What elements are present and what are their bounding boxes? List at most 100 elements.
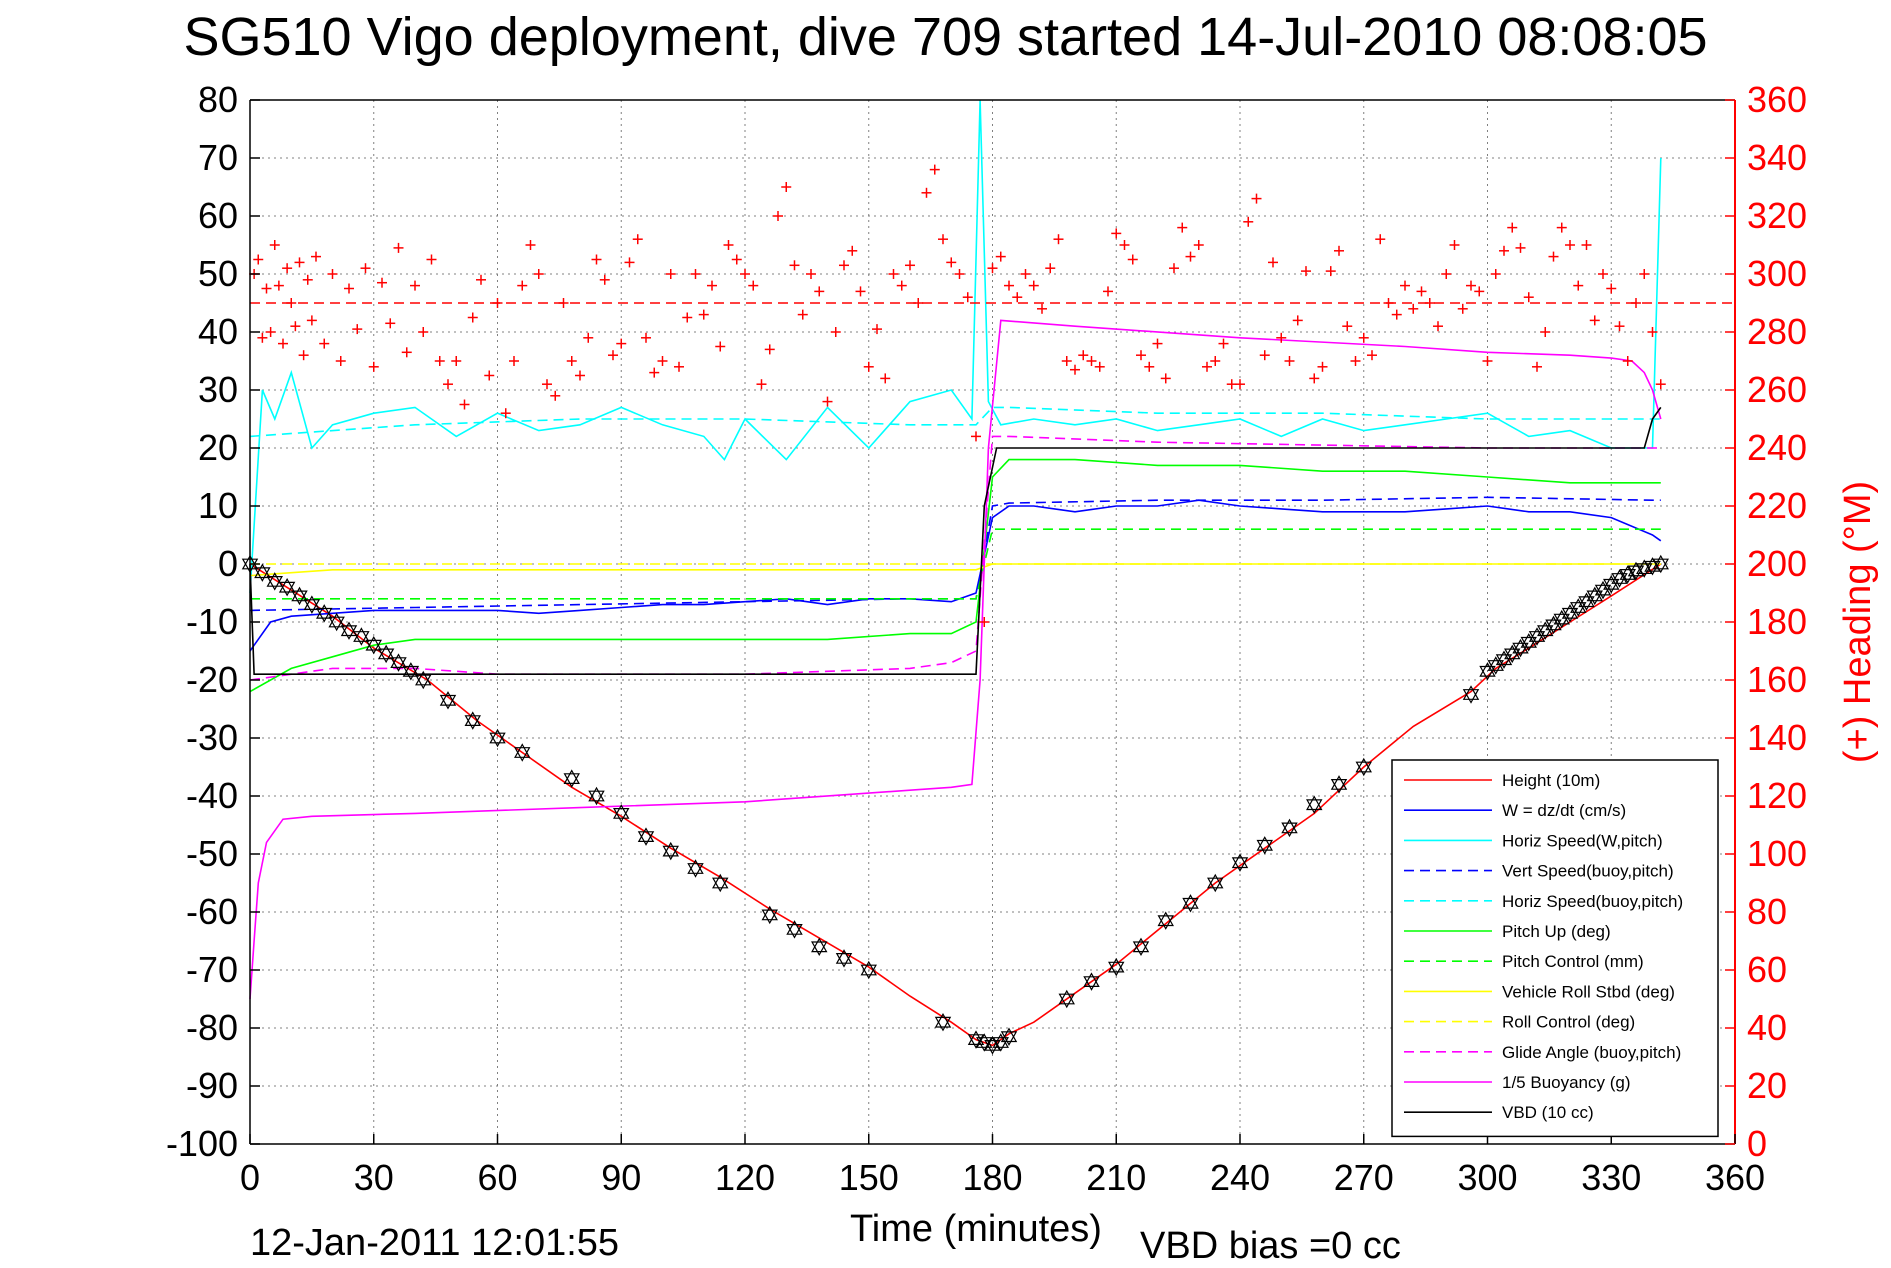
heading-point	[418, 327, 429, 337]
heading-point	[467, 312, 478, 323]
heading-point	[1631, 298, 1641, 308]
y-tick-label: 40	[198, 311, 238, 352]
heading-point	[410, 280, 420, 291]
depth-marker-down	[1058, 993, 1075, 1009]
heading-point	[500, 408, 511, 419]
heading-point	[1292, 315, 1303, 326]
depth-marker-down	[637, 831, 655, 846]
y-tick-label: 80	[198, 79, 238, 120]
x-tick-label: 330	[1581, 1157, 1641, 1198]
depth-marker	[1355, 757, 1372, 777]
legend-entry: Height (10m)	[1404, 771, 1600, 790]
heading-point	[806, 269, 816, 279]
legend-entry: W = dz/dt (cm/s)	[1404, 801, 1626, 820]
depth-marker	[637, 827, 655, 846]
depth-marker-up	[1132, 937, 1150, 953]
heading-point	[443, 379, 453, 390]
depth-marker-up	[464, 711, 481, 727]
depth-marker-up	[328, 612, 345, 628]
y2-tick-label: 20	[1747, 1065, 1787, 1106]
heading-point	[1276, 332, 1287, 343]
y-tick-label: 0	[218, 543, 238, 584]
legend-label: W = dz/dt (cm/s)	[1502, 801, 1626, 820]
depth-marker-up	[1157, 911, 1174, 927]
heading-point	[929, 164, 940, 175]
depth-marker-down	[1636, 563, 1653, 578]
depth-marker	[1083, 972, 1100, 991]
y-tick-label: -70	[186, 949, 238, 990]
depth-marker-down	[340, 625, 358, 640]
heading-point	[1375, 234, 1386, 245]
y-tick-label: 20	[198, 427, 238, 468]
series-line-5	[249, 458, 1661, 693]
x-tick-label: 90	[601, 1157, 641, 1198]
depth-marker-down	[1586, 590, 1603, 606]
heading-point	[1193, 240, 1204, 250]
plot-date: 12-Jan-2011 12:01:55	[250, 1222, 620, 1264]
y-tick-label: -50	[186, 833, 238, 874]
depth-marker-up	[340, 621, 358, 637]
depth-marker-down	[835, 952, 853, 968]
depth-marker	[1157, 911, 1174, 930]
heading-point	[1606, 283, 1617, 294]
depth-marker-down	[1281, 822, 1298, 838]
y2-tick-label: 60	[1747, 949, 1787, 990]
heading-point	[1581, 240, 1592, 250]
depth-marker	[613, 804, 630, 823]
depth-marker-down	[365, 639, 382, 655]
depth-marker-up	[1520, 633, 1537, 648]
heading-point	[1490, 269, 1501, 279]
depth-marker-down	[1528, 631, 1546, 646]
heading-point	[1136, 350, 1146, 361]
y-tick-label: -10	[186, 601, 238, 642]
heading-point	[1655, 379, 1666, 390]
depth-marker-up	[303, 595, 321, 611]
depth-marker-down	[1231, 857, 1249, 872]
heading-point	[566, 356, 577, 366]
heading-point	[302, 274, 313, 285]
depth-marker-down	[1594, 584, 1612, 600]
heading-point	[880, 373, 891, 384]
depth-marker	[489, 728, 506, 748]
heading-point	[1037, 303, 1047, 314]
depth-marker-down	[303, 599, 321, 614]
depth-marker-down	[860, 964, 877, 980]
depth-marker-up	[1462, 685, 1480, 700]
depth-marker	[588, 786, 605, 806]
depth-marker-down	[266, 575, 283, 591]
heading-point	[253, 254, 264, 265]
depth-marker	[365, 635, 382, 655]
depth-marker-down	[1157, 915, 1174, 930]
legend-label: Pitch Control (mm)	[1502, 952, 1644, 971]
y2-tick-label: 360	[1747, 79, 1807, 120]
x-axis-label: Time (minutes)	[850, 1208, 1102, 1250]
legend-label: 1/5 Buoyancy (g)	[1502, 1073, 1631, 1092]
depth-marker-up	[1355, 757, 1372, 773]
series-line-11	[249, 406, 1662, 676]
heading-point	[385, 318, 396, 329]
heading-point	[1416, 286, 1427, 297]
heading-point	[822, 396, 833, 407]
depth-marker	[266, 572, 283, 591]
depth-marker	[1479, 662, 1496, 681]
heading-point	[888, 269, 899, 279]
heading-point	[1589, 315, 1600, 326]
depth-marker-down	[1256, 839, 1273, 855]
heading-point	[1061, 356, 1072, 366]
y-tick-label: -30	[186, 717, 238, 758]
heading-point	[863, 361, 874, 372]
depth-marker-down	[278, 581, 296, 597]
heading-point	[273, 280, 284, 291]
depth-marker-down	[1108, 961, 1125, 977]
legend-entry: Horiz Speed(buoy,pitch)	[1404, 892, 1683, 911]
heading-point	[1466, 280, 1476, 291]
depth-marker	[934, 1012, 952, 1032]
heading-point	[731, 254, 742, 265]
x-tick-label: 180	[962, 1157, 1022, 1198]
legend-entry: Vert Speed(buoy,pitch)	[1404, 862, 1674, 881]
depth-marker-down	[254, 567, 271, 582]
heading-point	[1012, 292, 1023, 303]
depth-marker	[464, 711, 481, 730]
y2-tick-label: 80	[1747, 891, 1787, 932]
depth-marker-up	[1083, 972, 1100, 988]
